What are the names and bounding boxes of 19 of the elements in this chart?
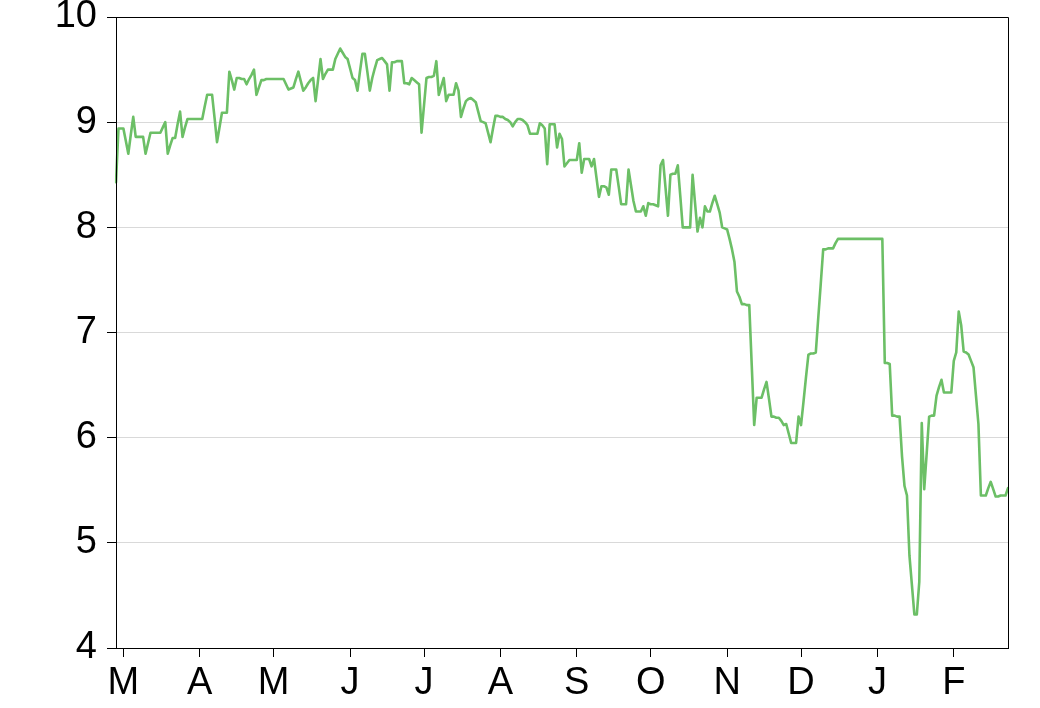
x-tick-label: D [787,660,815,703]
y-tick-label: 4 [75,624,97,667]
x-tick-label: N [713,660,741,703]
x-tick-label: J [867,660,887,703]
y-tick-label: 8 [75,203,97,246]
y-tick-label: 10 [54,0,97,36]
x-tick-label: M [257,660,290,703]
y-tick-label: 7 [75,308,97,351]
x-tick-label: F [942,660,966,703]
x-tick-label: J [340,660,360,703]
y-tick-label: 5 [75,519,97,562]
x-tick-label: O [635,660,666,703]
y-tick-label: 6 [75,414,97,457]
y-tick-label: 9 [75,98,97,141]
x-tick-label: S [564,660,590,703]
x-tick-label: M [107,660,140,703]
x-tick-label: A [187,660,214,703]
x-tick-label: A [487,660,514,703]
x-tick-label: J [414,660,434,703]
